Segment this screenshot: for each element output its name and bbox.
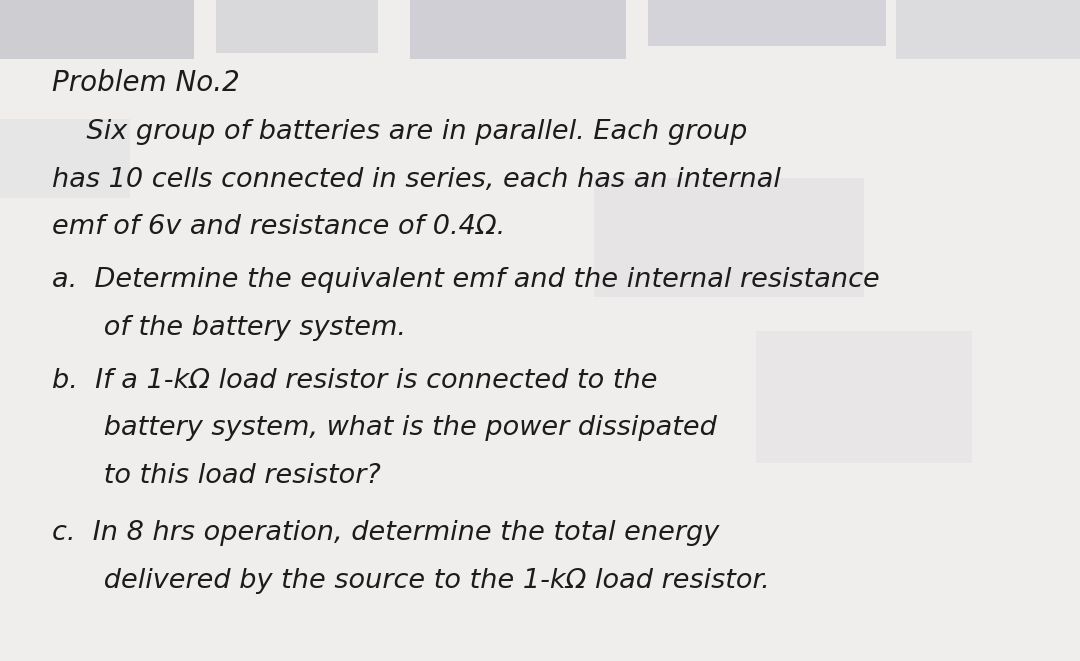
FancyBboxPatch shape xyxy=(896,0,1080,59)
FancyBboxPatch shape xyxy=(410,0,626,59)
FancyBboxPatch shape xyxy=(594,178,864,297)
Text: has 10 cells connected in series, each has an internal: has 10 cells connected in series, each h… xyxy=(52,167,781,192)
FancyBboxPatch shape xyxy=(0,119,130,198)
Text: delivered by the source to the 1-kΩ load resistor.: delivered by the source to the 1-kΩ load… xyxy=(52,568,770,594)
FancyBboxPatch shape xyxy=(0,0,194,59)
FancyBboxPatch shape xyxy=(216,0,378,53)
FancyBboxPatch shape xyxy=(756,330,972,463)
Text: of the battery system.: of the battery system. xyxy=(52,315,406,340)
Text: b.  If a 1-kΩ load resistor is connected to the: b. If a 1-kΩ load resistor is connected … xyxy=(52,368,658,393)
Text: battery system, what is the power dissipated: battery system, what is the power dissip… xyxy=(52,415,717,441)
Text: c.  In 8 hrs operation, determine the total energy: c. In 8 hrs operation, determine the tot… xyxy=(52,520,719,546)
FancyBboxPatch shape xyxy=(648,0,886,46)
Text: Six group of batteries are in parallel. Each group: Six group of batteries are in parallel. … xyxy=(52,119,747,145)
Text: a.  Determine the equivalent emf and the internal resistance: a. Determine the equivalent emf and the … xyxy=(52,267,879,293)
Text: to this load resistor?: to this load resistor? xyxy=(52,463,380,488)
Text: Problem No.2: Problem No.2 xyxy=(52,69,240,97)
Text: emf of 6v and resistance of 0.4Ω.: emf of 6v and resistance of 0.4Ω. xyxy=(52,214,505,240)
